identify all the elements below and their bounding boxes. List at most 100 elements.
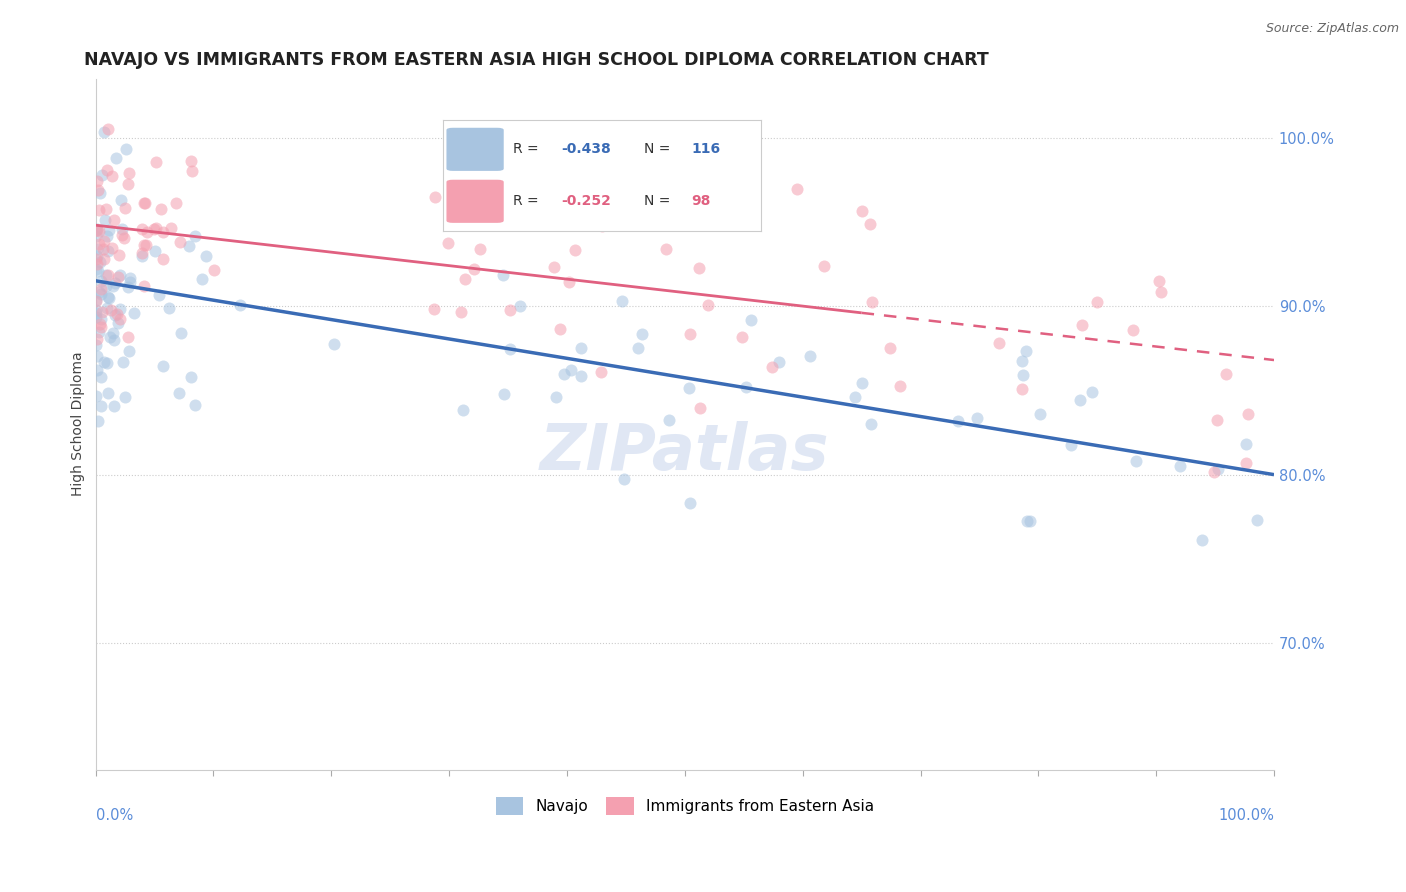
Point bbox=[96, 301, 118, 315]
Point bbox=[145, 220, 167, 235]
Point bbox=[93, 355, 115, 369]
Point bbox=[1237, 407, 1260, 421]
Point bbox=[131, 222, 153, 236]
Point bbox=[180, 154, 202, 169]
Point bbox=[149, 202, 172, 216]
Point bbox=[97, 386, 120, 401]
Point bbox=[90, 282, 112, 296]
Point bbox=[87, 203, 110, 218]
Point bbox=[851, 376, 873, 391]
Point bbox=[786, 182, 808, 196]
Point bbox=[858, 218, 880, 232]
Point bbox=[1011, 354, 1033, 368]
Point bbox=[1122, 323, 1144, 337]
Text: 0.0%: 0.0% bbox=[96, 808, 134, 823]
Point bbox=[84, 262, 107, 277]
Point bbox=[86, 414, 108, 428]
Point bbox=[87, 325, 110, 339]
Point bbox=[84, 389, 107, 403]
Point bbox=[946, 413, 969, 427]
Point bbox=[202, 263, 225, 277]
Point bbox=[180, 164, 202, 178]
Point bbox=[689, 401, 711, 416]
Point bbox=[1215, 367, 1237, 381]
Point bbox=[101, 326, 124, 341]
Text: NAVAJO VS IMMIGRANTS FROM EASTERN ASIA HIGH SCHOOL DIPLOMA CORRELATION CHART: NAVAJO VS IMMIGRANTS FROM EASTERN ASIA H… bbox=[84, 51, 988, 69]
Point bbox=[86, 332, 108, 346]
Point bbox=[90, 369, 112, 384]
Point bbox=[86, 242, 108, 256]
Point bbox=[813, 260, 835, 274]
Point bbox=[543, 260, 565, 274]
Point bbox=[84, 337, 107, 351]
Point bbox=[183, 398, 205, 412]
Point bbox=[114, 201, 136, 215]
Point bbox=[679, 496, 702, 510]
Point bbox=[1147, 274, 1170, 288]
Point bbox=[108, 312, 131, 326]
Point bbox=[105, 151, 128, 165]
Point bbox=[97, 122, 120, 136]
Point bbox=[423, 190, 446, 204]
Point bbox=[86, 222, 108, 236]
Point bbox=[117, 279, 139, 293]
Point bbox=[1011, 382, 1033, 396]
Point bbox=[730, 330, 752, 344]
Point bbox=[1205, 412, 1227, 426]
Point bbox=[1168, 458, 1191, 473]
Point bbox=[90, 305, 112, 319]
Point bbox=[134, 195, 156, 210]
Point bbox=[90, 274, 112, 288]
Point bbox=[470, 242, 492, 256]
Point bbox=[89, 254, 111, 268]
Point bbox=[104, 308, 127, 322]
Point bbox=[422, 302, 444, 317]
Point bbox=[152, 359, 174, 374]
Point bbox=[90, 400, 112, 414]
Point bbox=[136, 225, 159, 239]
Point bbox=[114, 390, 136, 404]
Point bbox=[169, 326, 191, 340]
Point bbox=[96, 229, 118, 244]
Point bbox=[169, 386, 191, 401]
Point bbox=[132, 238, 155, 252]
Point bbox=[94, 279, 117, 293]
Point bbox=[152, 252, 174, 266]
Point bbox=[844, 390, 866, 404]
Point bbox=[93, 125, 115, 139]
Point bbox=[84, 293, 107, 308]
Point bbox=[84, 310, 107, 325]
Point bbox=[713, 214, 735, 228]
Text: ZIPatlas: ZIPatlas bbox=[540, 421, 830, 483]
Point bbox=[84, 223, 107, 237]
Point bbox=[1206, 461, 1229, 475]
Point bbox=[112, 355, 135, 369]
Point bbox=[1019, 514, 1042, 528]
Point bbox=[93, 252, 115, 266]
Point bbox=[90, 168, 112, 182]
Point bbox=[87, 264, 110, 278]
Point bbox=[100, 303, 122, 318]
Point bbox=[107, 316, 129, 330]
Point bbox=[152, 225, 174, 239]
Point bbox=[1125, 454, 1147, 468]
Point bbox=[90, 320, 112, 334]
Point bbox=[86, 174, 108, 188]
Point bbox=[451, 402, 474, 417]
Point bbox=[118, 275, 141, 289]
Point bbox=[560, 363, 582, 377]
Point bbox=[499, 343, 522, 357]
Point bbox=[84, 302, 107, 317]
Point bbox=[1028, 407, 1050, 421]
Point bbox=[89, 186, 111, 200]
Point bbox=[966, 411, 988, 425]
Point bbox=[761, 360, 783, 375]
Point bbox=[889, 379, 911, 393]
Point bbox=[437, 236, 460, 251]
Point bbox=[463, 262, 485, 277]
Point bbox=[1017, 514, 1039, 528]
Point bbox=[143, 244, 166, 259]
Point bbox=[108, 268, 131, 282]
Point bbox=[569, 368, 592, 383]
Point bbox=[97, 268, 120, 282]
